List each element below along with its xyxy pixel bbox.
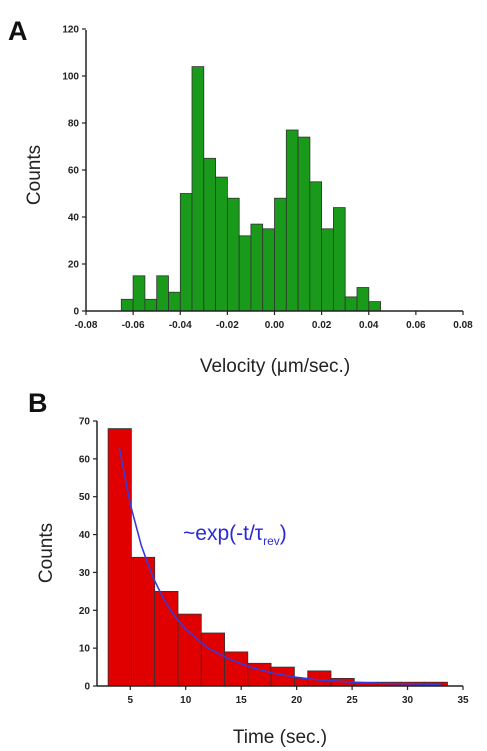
a-bar [120, 298, 134, 312]
a-bar [356, 287, 370, 312]
panel-b-bars [107, 428, 448, 687]
a-x-tick-label: -0.06 [122, 320, 145, 331]
panel-b-x-ticks: 5 10 15 20 25 30 35 [127, 686, 469, 706]
b-y-tick-label: 60 [79, 454, 91, 465]
a-bar [191, 66, 205, 312]
b-y-tick-label: 70 [79, 417, 91, 428]
b-bar [200, 632, 226, 687]
a-bar [238, 235, 252, 312]
b-x-tick-label: 15 [236, 695, 248, 706]
a-y-tick-label: 80 [68, 119, 80, 130]
b-bar [130, 556, 156, 687]
a-x-tick-label: -0.08 [75, 320, 98, 331]
b-y-tick-label: 30 [79, 568, 91, 579]
a-bar [144, 298, 158, 312]
b-y-tick-label: 50 [79, 492, 91, 503]
a-bar [332, 207, 346, 312]
b-bar [107, 428, 132, 687]
a-x-tick-label: -0.04 [169, 320, 192, 331]
panel-a-y-ticks: 0 20 40 60 80 100 120 [62, 25, 86, 318]
panel-a: A 0 20 40 60 80 100 120 -0.08 -0.06 -0.04 -0.02 0.… [8, 16, 473, 377]
a-x-tick-label: -0.02 [216, 320, 239, 331]
a-y-tick-label: 100 [62, 72, 79, 83]
a-bar [226, 197, 240, 312]
panel-a-x-axis-title: Velocity (μm/sec.) [200, 356, 350, 377]
panel-a-bars [120, 66, 381, 312]
a-x-tick-label: 0.06 [406, 320, 426, 331]
a-bar [285, 129, 299, 312]
a-y-tick-label: 20 [68, 260, 80, 271]
a-bar [215, 176, 228, 312]
b-y-tick-label: 20 [79, 606, 91, 617]
a-bar [368, 301, 381, 312]
a-bar [321, 228, 334, 312]
b-x-tick-label: 20 [291, 695, 303, 706]
a-x-tick-label: 0.02 [312, 320, 332, 331]
a-y-tick-label: 60 [68, 166, 80, 177]
panel-b-fit-label: ~exp(-t/τrev) [183, 522, 287, 548]
b-y-tick-label: 10 [79, 644, 91, 655]
a-bar [203, 157, 217, 312]
b-y-tick-label: 40 [79, 530, 91, 541]
a-bar [179, 193, 193, 312]
a-y-tick-label: 40 [68, 213, 80, 224]
b-x-tick-label: 10 [180, 695, 192, 706]
a-x-tick-label: 0.08 [453, 320, 473, 331]
b-x-tick-label: 30 [402, 695, 414, 706]
a-bar [168, 291, 181, 312]
a-bar [262, 228, 275, 312]
panel-a-x-ticks: -0.08 -0.06 -0.04 -0.02 0.00 0.02 0.04 0.06 0.08 [75, 311, 473, 331]
panel-b-y-axis-title: Counts [36, 523, 57, 583]
b-x-tick-label: 35 [457, 695, 469, 706]
panel-a-y-axis-title: Counts [24, 145, 45, 205]
b-bar [154, 591, 179, 687]
b-x-tick-label: 5 [127, 695, 133, 706]
a-bar [156, 275, 169, 312]
panel-b-x-axis-title: Time (sec.) [233, 727, 327, 748]
a-y-tick-label: 120 [62, 25, 79, 36]
a-bar [274, 197, 287, 312]
panel-b-y-ticks: 0 10 20 30 40 50 60 70 [79, 417, 97, 693]
a-bar [250, 223, 264, 312]
a-bar [297, 136, 311, 312]
panel-b-fit-curve [118, 447, 441, 686]
b-bar [224, 651, 249, 687]
a-bar [344, 296, 358, 312]
panel-b-label: B [28, 388, 48, 418]
fit-label-main: ~exp(-t/τ [183, 522, 264, 545]
a-bar [132, 275, 146, 312]
b-x-tick-label: 25 [347, 695, 359, 706]
a-x-tick-label: 0.04 [359, 320, 379, 331]
fit-label-subscript: rev [263, 534, 280, 548]
fit-label-close: ) [280, 522, 287, 545]
panel-a-label: A [8, 16, 28, 46]
a-x-tick-label: 0.00 [265, 320, 285, 331]
panel-b: B 0 10 20 30 40 50 60 70 5 10 15 20 25 30 35 Counts T… [28, 388, 469, 748]
a-bar [309, 181, 322, 312]
a-y-tick-label: 0 [73, 307, 79, 318]
b-y-tick-label: 0 [84, 682, 90, 693]
